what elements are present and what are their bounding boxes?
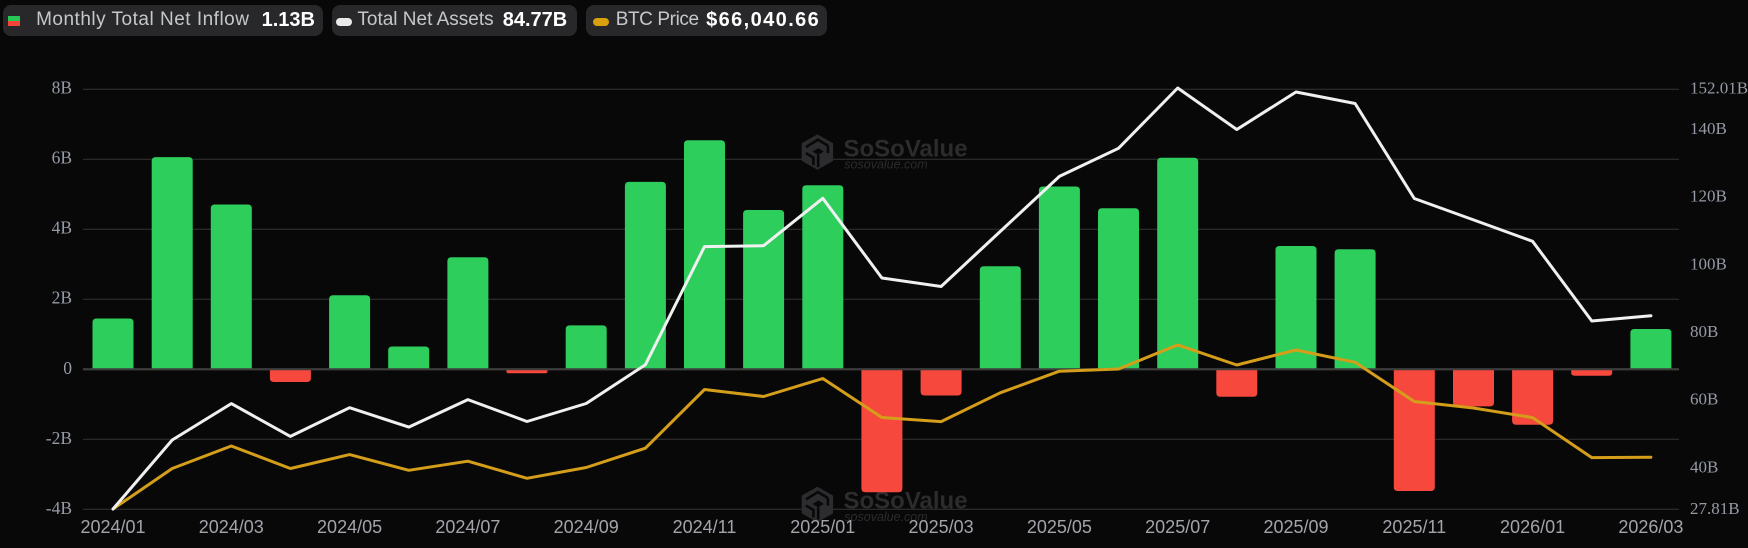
svg-text:2024/05: 2024/05 <box>317 517 382 537</box>
svg-text:0: 0 <box>63 358 72 378</box>
svg-text:80B: 80B <box>1690 322 1718 341</box>
svg-text:120B: 120B <box>1690 187 1727 206</box>
svg-text:2025/11: 2025/11 <box>1382 517 1446 537</box>
svg-text:8B: 8B <box>52 78 72 98</box>
svg-text:2024/07: 2024/07 <box>435 517 500 537</box>
svg-text:2025/03: 2025/03 <box>909 517 974 537</box>
svg-text:2025/05: 2025/05 <box>1027 517 1092 537</box>
svg-text:140B: 140B <box>1690 119 1727 138</box>
svg-text:2026/01: 2026/01 <box>1500 517 1565 537</box>
svg-text:-2B: -2B <box>46 428 72 448</box>
svg-text:6B: 6B <box>52 148 72 168</box>
svg-text:2B: 2B <box>52 288 72 308</box>
svg-text:60B: 60B <box>1690 390 1718 409</box>
svg-text:2024/03: 2024/03 <box>199 517 264 537</box>
svg-text:-4B: -4B <box>46 498 72 518</box>
svg-text:2025/07: 2025/07 <box>1145 517 1210 537</box>
svg-text:2025/01: 2025/01 <box>790 517 855 537</box>
svg-text:2024/01: 2024/01 <box>80 517 145 537</box>
svg-text:2024/11: 2024/11 <box>673 517 737 537</box>
svg-text:2025/09: 2025/09 <box>1263 517 1328 537</box>
svg-text:40B: 40B <box>1690 457 1718 476</box>
svg-text:sosovalue.com: sosovalue.com <box>844 510 927 524</box>
svg-text:2026/03: 2026/03 <box>1618 517 1683 537</box>
svg-text:27.81B: 27.81B <box>1690 499 1740 518</box>
svg-text:100B: 100B <box>1690 254 1727 273</box>
svg-text:SoSoValue: SoSoValue <box>844 488 968 515</box>
svg-text:152.01B: 152.01B <box>1690 79 1748 98</box>
svg-text:sosovalue.com: sosovalue.com <box>844 157 927 171</box>
svg-text:2024/09: 2024/09 <box>554 517 619 537</box>
svg-text:4B: 4B <box>52 218 72 238</box>
svg-text:SoSoValue: SoSoValue <box>844 135 968 162</box>
